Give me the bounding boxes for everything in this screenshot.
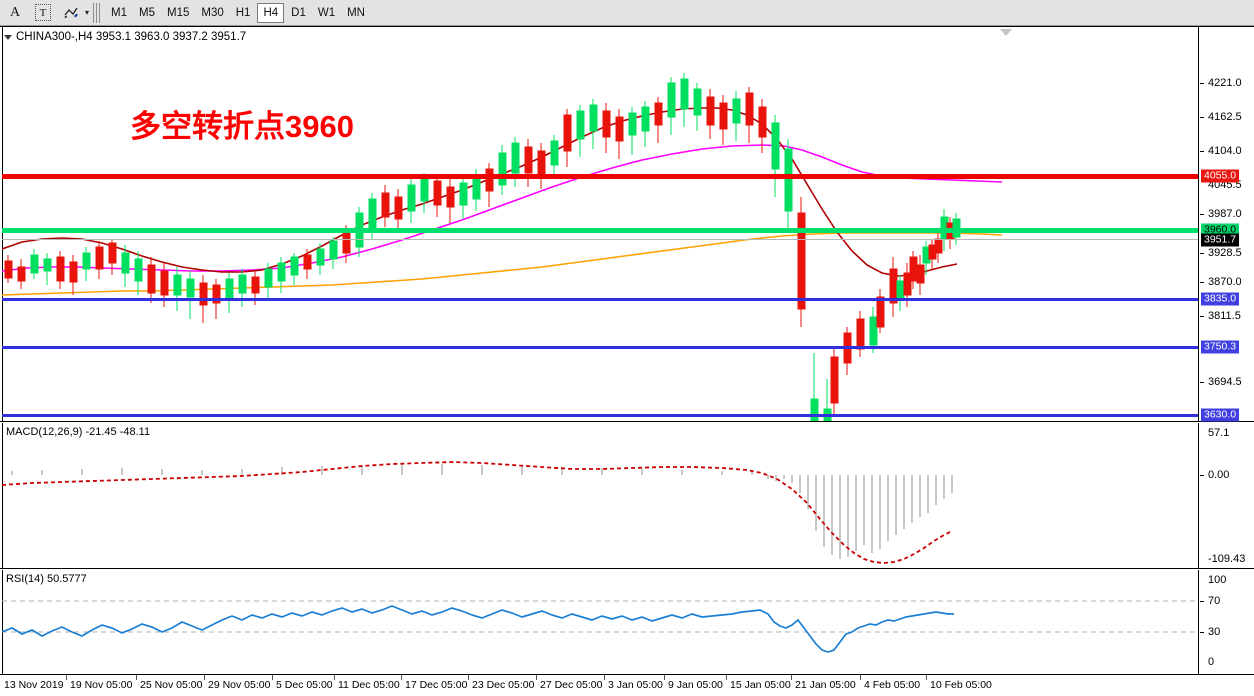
chart-frame: CHINA300-,H4 3953.1 3963.0 3937.2 3951.7 [0, 26, 1254, 696]
rsi-title: RSI(14) 50.5777 [6, 573, 87, 585]
macd-axis[interactable]: 57.1 0.00 -109.43 [1198, 423, 1254, 568]
label-tool-glyph: T [35, 4, 51, 21]
time-axis-label: 3 Jan 05:00 [608, 679, 663, 691]
macd-pane[interactable]: MACD(12,26,9) -21.45 -48.11 [0, 423, 1254, 569]
macd-histogram [11, 464, 953, 559]
price-tick-label: 3928.5 [1208, 247, 1242, 259]
macd-title: MACD(12,26,9) -21.45 -48.11 [6, 426, 151, 438]
toolbar: A T ▾ M1 M5 M15 M30 H1 H4 D1 W1 MN [0, 0, 1254, 26]
rsi-axis[interactable]: 100 70 30 0 [1198, 570, 1254, 674]
time-axis[interactable]: 13 Nov 2019 19 Nov 05:00 25 Nov 05:00 29… [0, 674, 1254, 696]
time-axis-label: 19 Nov 05:00 [70, 679, 133, 691]
price-tick-label: 3694.5 [1208, 376, 1242, 388]
toolbar-separator [93, 2, 101, 23]
rsi-tick-label: 0 [1208, 656, 1215, 668]
rsi-plot[interactable] [2, 570, 1198, 674]
text-tool-icon[interactable]: A [9, 4, 21, 20]
timeframe-mn[interactable]: MN [347, 6, 365, 19]
macd-tick-label: 0.00 [1208, 469, 1230, 481]
time-axis-label: 25 Nov 05:00 [140, 679, 203, 691]
rsi-tick-label: 100 [1208, 574, 1227, 586]
current-price-line [2, 239, 1198, 240]
shapes-dropdown-caret-icon[interactable]: ▾ [85, 8, 90, 17]
macd-plot[interactable] [2, 423, 1198, 568]
support3-price-badge[interactable]: 3630.0 [1201, 408, 1240, 422]
time-axis-label: 27 Dec 05:00 [540, 679, 603, 691]
support-line-3835[interactable] [2, 298, 1198, 301]
rsi-tick-label: 30 [1208, 626, 1221, 638]
pivot-line-3960[interactable] [2, 228, 1198, 233]
time-axis-label: 29 Nov 05:00 [208, 679, 271, 691]
price-tick-label: 3987.0 [1208, 208, 1242, 220]
rsi-series-svg [2, 600, 1198, 653]
scroll-position-marker [1000, 29, 1012, 36]
time-axis-label: 17 Dec 05:00 [405, 679, 468, 691]
price-tick-label: 3811.5 [1208, 310, 1241, 322]
price-tick-label: 4221.0 [1208, 77, 1242, 89]
price-plot[interactable]: 多空转折点3960 [2, 27, 1198, 421]
timeframe-h4[interactable]: H4 [257, 2, 285, 23]
collapse-icon[interactable] [4, 34, 12, 40]
timeframe-w1[interactable]: W1 [317, 6, 336, 19]
support-line-3630[interactable] [2, 414, 1198, 417]
timeframe-m30[interactable]: M30 [201, 6, 224, 19]
support2-price-badge[interactable]: 3750.3 [1201, 340, 1240, 354]
symbol-header: CHINA300-,H4 3953.1 3963.0 3937.2 3951.7 [4, 31, 246, 43]
macd-tick-label: -109.43 [1208, 553, 1246, 565]
current-price-badge[interactable]: 3951.7 [1201, 233, 1240, 247]
time-axis-label: 15 Jan 05:00 [730, 679, 791, 691]
support-line-3750[interactable] [2, 346, 1198, 349]
macd-pane-left-rail [0, 423, 3, 568]
ma-fast-line [2, 107, 958, 277]
resistance-price-badge[interactable]: 4055.0 [1201, 169, 1240, 183]
macd-signal-line [2, 461, 953, 564]
symbol-ohlc-text: CHINA300-,H4 3953.1 3963.0 3937.2 3951.7 [16, 31, 247, 43]
ma-mid-line [2, 144, 1003, 272]
rsi-line [2, 605, 954, 653]
time-axis-label: 9 Jan 05:00 [668, 679, 723, 691]
time-axis-label: 13 Nov 2019 [4, 679, 64, 691]
macd-tick-label: 57.1 [1208, 427, 1230, 439]
candlestick-series [4, 73, 961, 421]
time-axis-label: 23 Dec 05:00 [472, 679, 535, 691]
price-tick-label: 4162.5 [1208, 111, 1242, 123]
chart-annotation-text: 多空转折点3960 [130, 109, 354, 144]
price-axis[interactable]: 4221.0 4162.5 4104.0 4045.5 3987.0 3928.… [1198, 27, 1254, 447]
resistance-line-4055[interactable] [2, 174, 1198, 179]
time-axis-label: 4 Feb 05:00 [864, 679, 921, 691]
pivot-price-badge[interactable]: 3960.0 [1201, 223, 1240, 237]
rsi-pane[interactable]: RSI(14) 50.5777 100 70 30 0 [0, 570, 1254, 674]
price-series-svg [2, 73, 1003, 421]
timeframe-m1[interactable]: M1 [111, 6, 127, 19]
price-pane[interactable]: CHINA300-,H4 3953.1 3963.0 3937.2 3951.7 [0, 27, 1254, 447]
macd-series-svg [2, 461, 953, 564]
time-axis-label: 21 Jan 05:00 [795, 679, 856, 691]
timeframe-m15[interactable]: M15 [166, 6, 190, 19]
time-axis-label: 10 Feb 05:00 [930, 679, 992, 691]
timeframe-h1[interactable]: H1 [235, 6, 251, 19]
support1-price-badge[interactable]: 3835.0 [1201, 292, 1240, 306]
timeframe-d1[interactable]: D1 [291, 6, 306, 19]
price-tick-label: 3870.0 [1208, 276, 1242, 288]
ma-slow-line [2, 232, 1003, 296]
label-tool-icon[interactable]: T [30, 2, 56, 24]
time-axis-label: 11 Dec 05:00 [338, 679, 400, 691]
shapes-tool-icon[interactable] [58, 2, 84, 24]
rsi-pane-left-rail [0, 570, 3, 674]
time-axis-label: 5 Dec 05:00 [276, 679, 333, 691]
price-pane-left-rail [0, 27, 3, 421]
timeframe-m5[interactable]: M5 [139, 6, 155, 19]
rsi-tick-label: 70 [1208, 595, 1221, 607]
price-tick-label: 4104.0 [1208, 145, 1242, 157]
